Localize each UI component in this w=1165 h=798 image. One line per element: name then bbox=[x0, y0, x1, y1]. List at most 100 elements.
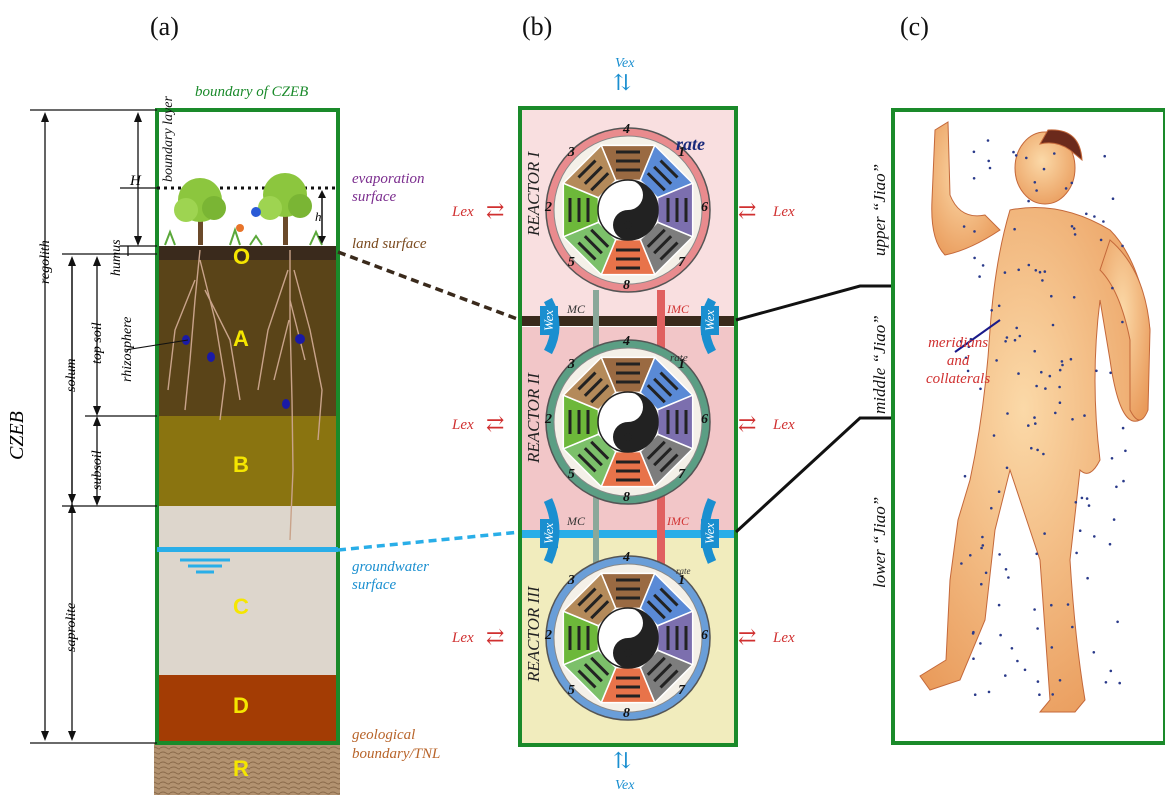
horizon-b-label: B bbox=[233, 452, 249, 477]
evaporation-surface-label: evaporation surface bbox=[352, 170, 425, 206]
wex-1-left: Wex bbox=[540, 305, 558, 335]
trigram-number: 1 bbox=[678, 144, 686, 160]
trigram-number: 1 bbox=[678, 356, 686, 372]
groundwater-line-2: surface bbox=[352, 577, 397, 593]
trigram-number: 7 bbox=[678, 467, 686, 483]
vex-top-label: Vex bbox=[615, 56, 635, 71]
czeb-label: CZEB bbox=[6, 411, 28, 460]
groundwater-connector bbox=[337, 530, 521, 552]
trigram-number: 4 bbox=[623, 122, 630, 137]
horizon-d bbox=[157, 675, 338, 743]
lex-left-1: Lex bbox=[452, 204, 474, 220]
upper-jiao-label: upper “Jiao” bbox=[870, 163, 889, 256]
vex-top-arrows: ⇅ bbox=[613, 70, 632, 95]
meridians-label: meridians and collaterals bbox=[926, 334, 990, 388]
trigram-number: 8 bbox=[623, 490, 630, 505]
trigram-number: 6 bbox=[701, 412, 708, 427]
horizon-r bbox=[154, 743, 340, 795]
horizon-o-label: O bbox=[233, 244, 251, 269]
boundary-layer-label: boundary layer bbox=[161, 96, 176, 182]
trigram-number: 5 bbox=[567, 467, 575, 483]
horizon-b bbox=[157, 416, 338, 506]
lex-left-arrows-2: ⇄ bbox=[486, 411, 505, 436]
wex-1-right: Wex bbox=[701, 305, 719, 335]
tree-icon bbox=[174, 178, 226, 245]
bagua-reactor-3 bbox=[545, 555, 711, 721]
wex-2-right: Wex bbox=[701, 518, 719, 548]
trigram-number: 5 bbox=[567, 255, 575, 271]
regolith-label: regolith bbox=[38, 240, 53, 284]
bagua-reactor-1 bbox=[545, 127, 711, 293]
horizon-d-label: D bbox=[233, 693, 249, 718]
lex-right-3: Lex bbox=[773, 630, 795, 646]
panel-label-c: (c) bbox=[900, 12, 929, 41]
lex-right-arrows-1: ⇄ bbox=[738, 198, 757, 223]
dimension-lines bbox=[30, 109, 157, 744]
trigram-number: 3 bbox=[567, 572, 575, 588]
meridian-points bbox=[959, 139, 1127, 696]
horizon-r-label: R bbox=[233, 756, 249, 781]
trigram-number: 1 bbox=[678, 572, 686, 588]
human-figure bbox=[919, 121, 1151, 713]
solum-label: solum bbox=[64, 358, 79, 392]
trigram-number: 8 bbox=[623, 706, 630, 721]
meridians-line-2: and bbox=[946, 353, 970, 369]
roots bbox=[167, 249, 323, 541]
geological-line-2: boundary/TNL bbox=[352, 746, 441, 762]
lex-left-2: Lex bbox=[452, 417, 474, 433]
meridians-line-3: collaterals bbox=[926, 371, 991, 387]
middle-jiao-label: middle “Jiao” bbox=[870, 315, 889, 414]
wex-2-left: Wex bbox=[540, 518, 558, 548]
horizon-c-label: C bbox=[233, 594, 249, 619]
butterfly-icon bbox=[251, 207, 261, 217]
bird-icon bbox=[236, 224, 244, 232]
rate-label-1: rate bbox=[676, 134, 705, 154]
reactor-2-label: REACTOR II bbox=[524, 373, 543, 463]
land-surface-bar bbox=[520, 316, 736, 326]
lex-right-2: Lex bbox=[773, 417, 795, 433]
bagua-reactor-2 bbox=[545, 339, 711, 505]
tree-icon bbox=[258, 173, 312, 245]
horizon-o bbox=[157, 246, 338, 260]
trigram-number: 4 bbox=[623, 550, 630, 565]
trigram-number: 8 bbox=[623, 278, 630, 293]
land-surface-label: land surface bbox=[352, 236, 427, 252]
imc-label-1: IMC bbox=[667, 302, 689, 316]
groundwater-surface-label: groundwater surface bbox=[352, 558, 429, 594]
panel-label-a: (a) bbox=[150, 12, 179, 41]
atmosphere-zone bbox=[157, 110, 338, 246]
panel-label-b: (b) bbox=[522, 12, 553, 41]
groundwater-line bbox=[157, 547, 338, 552]
imc-label-2: IMC bbox=[667, 514, 689, 528]
trigram-number: 6 bbox=[701, 200, 708, 215]
groundwater-bar bbox=[520, 530, 736, 538]
soil-column bbox=[154, 108, 340, 795]
mc-label-1: MC bbox=[567, 302, 585, 316]
boundary-czeb-label: boundary of CZEB bbox=[195, 84, 309, 100]
reactor-1-label: REACTOR I bbox=[524, 151, 543, 236]
vex-bottom-label: Vex bbox=[615, 778, 635, 793]
lex-right-1: Lex bbox=[773, 204, 795, 220]
rate-label-3: rate bbox=[676, 566, 691, 576]
vex-bottom-arrows: ⇅ bbox=[613, 748, 632, 773]
meridians-line-1: meridians bbox=[928, 335, 989, 351]
rate-label-2: rate bbox=[670, 352, 688, 364]
trigram-number: 5 bbox=[567, 683, 575, 699]
trigram-number: 4 bbox=[623, 334, 630, 349]
horizon-a-label: A bbox=[233, 326, 249, 351]
trigram-number: 2 bbox=[545, 200, 552, 215]
trigram-number: 2 bbox=[545, 628, 552, 643]
trigram-number: 7 bbox=[678, 255, 686, 271]
rhizosphere-label: rhizosphere bbox=[120, 316, 135, 382]
geological-boundary-label: geological boundary/TNL bbox=[352, 726, 440, 764]
subsoil-label: subsoil bbox=[90, 450, 105, 490]
mc-label-2: MC bbox=[567, 514, 585, 528]
lex-left-3: Lex bbox=[452, 630, 474, 646]
trigram-number: 3 bbox=[567, 356, 575, 372]
humus-label: humus bbox=[109, 239, 124, 276]
trigram-number: 6 bbox=[701, 628, 708, 643]
evaporation-line-2: surface bbox=[352, 189, 397, 205]
lex-right-arrows-3: ⇄ bbox=[738, 624, 757, 649]
evaporation-line-1: evaporation bbox=[352, 171, 425, 187]
